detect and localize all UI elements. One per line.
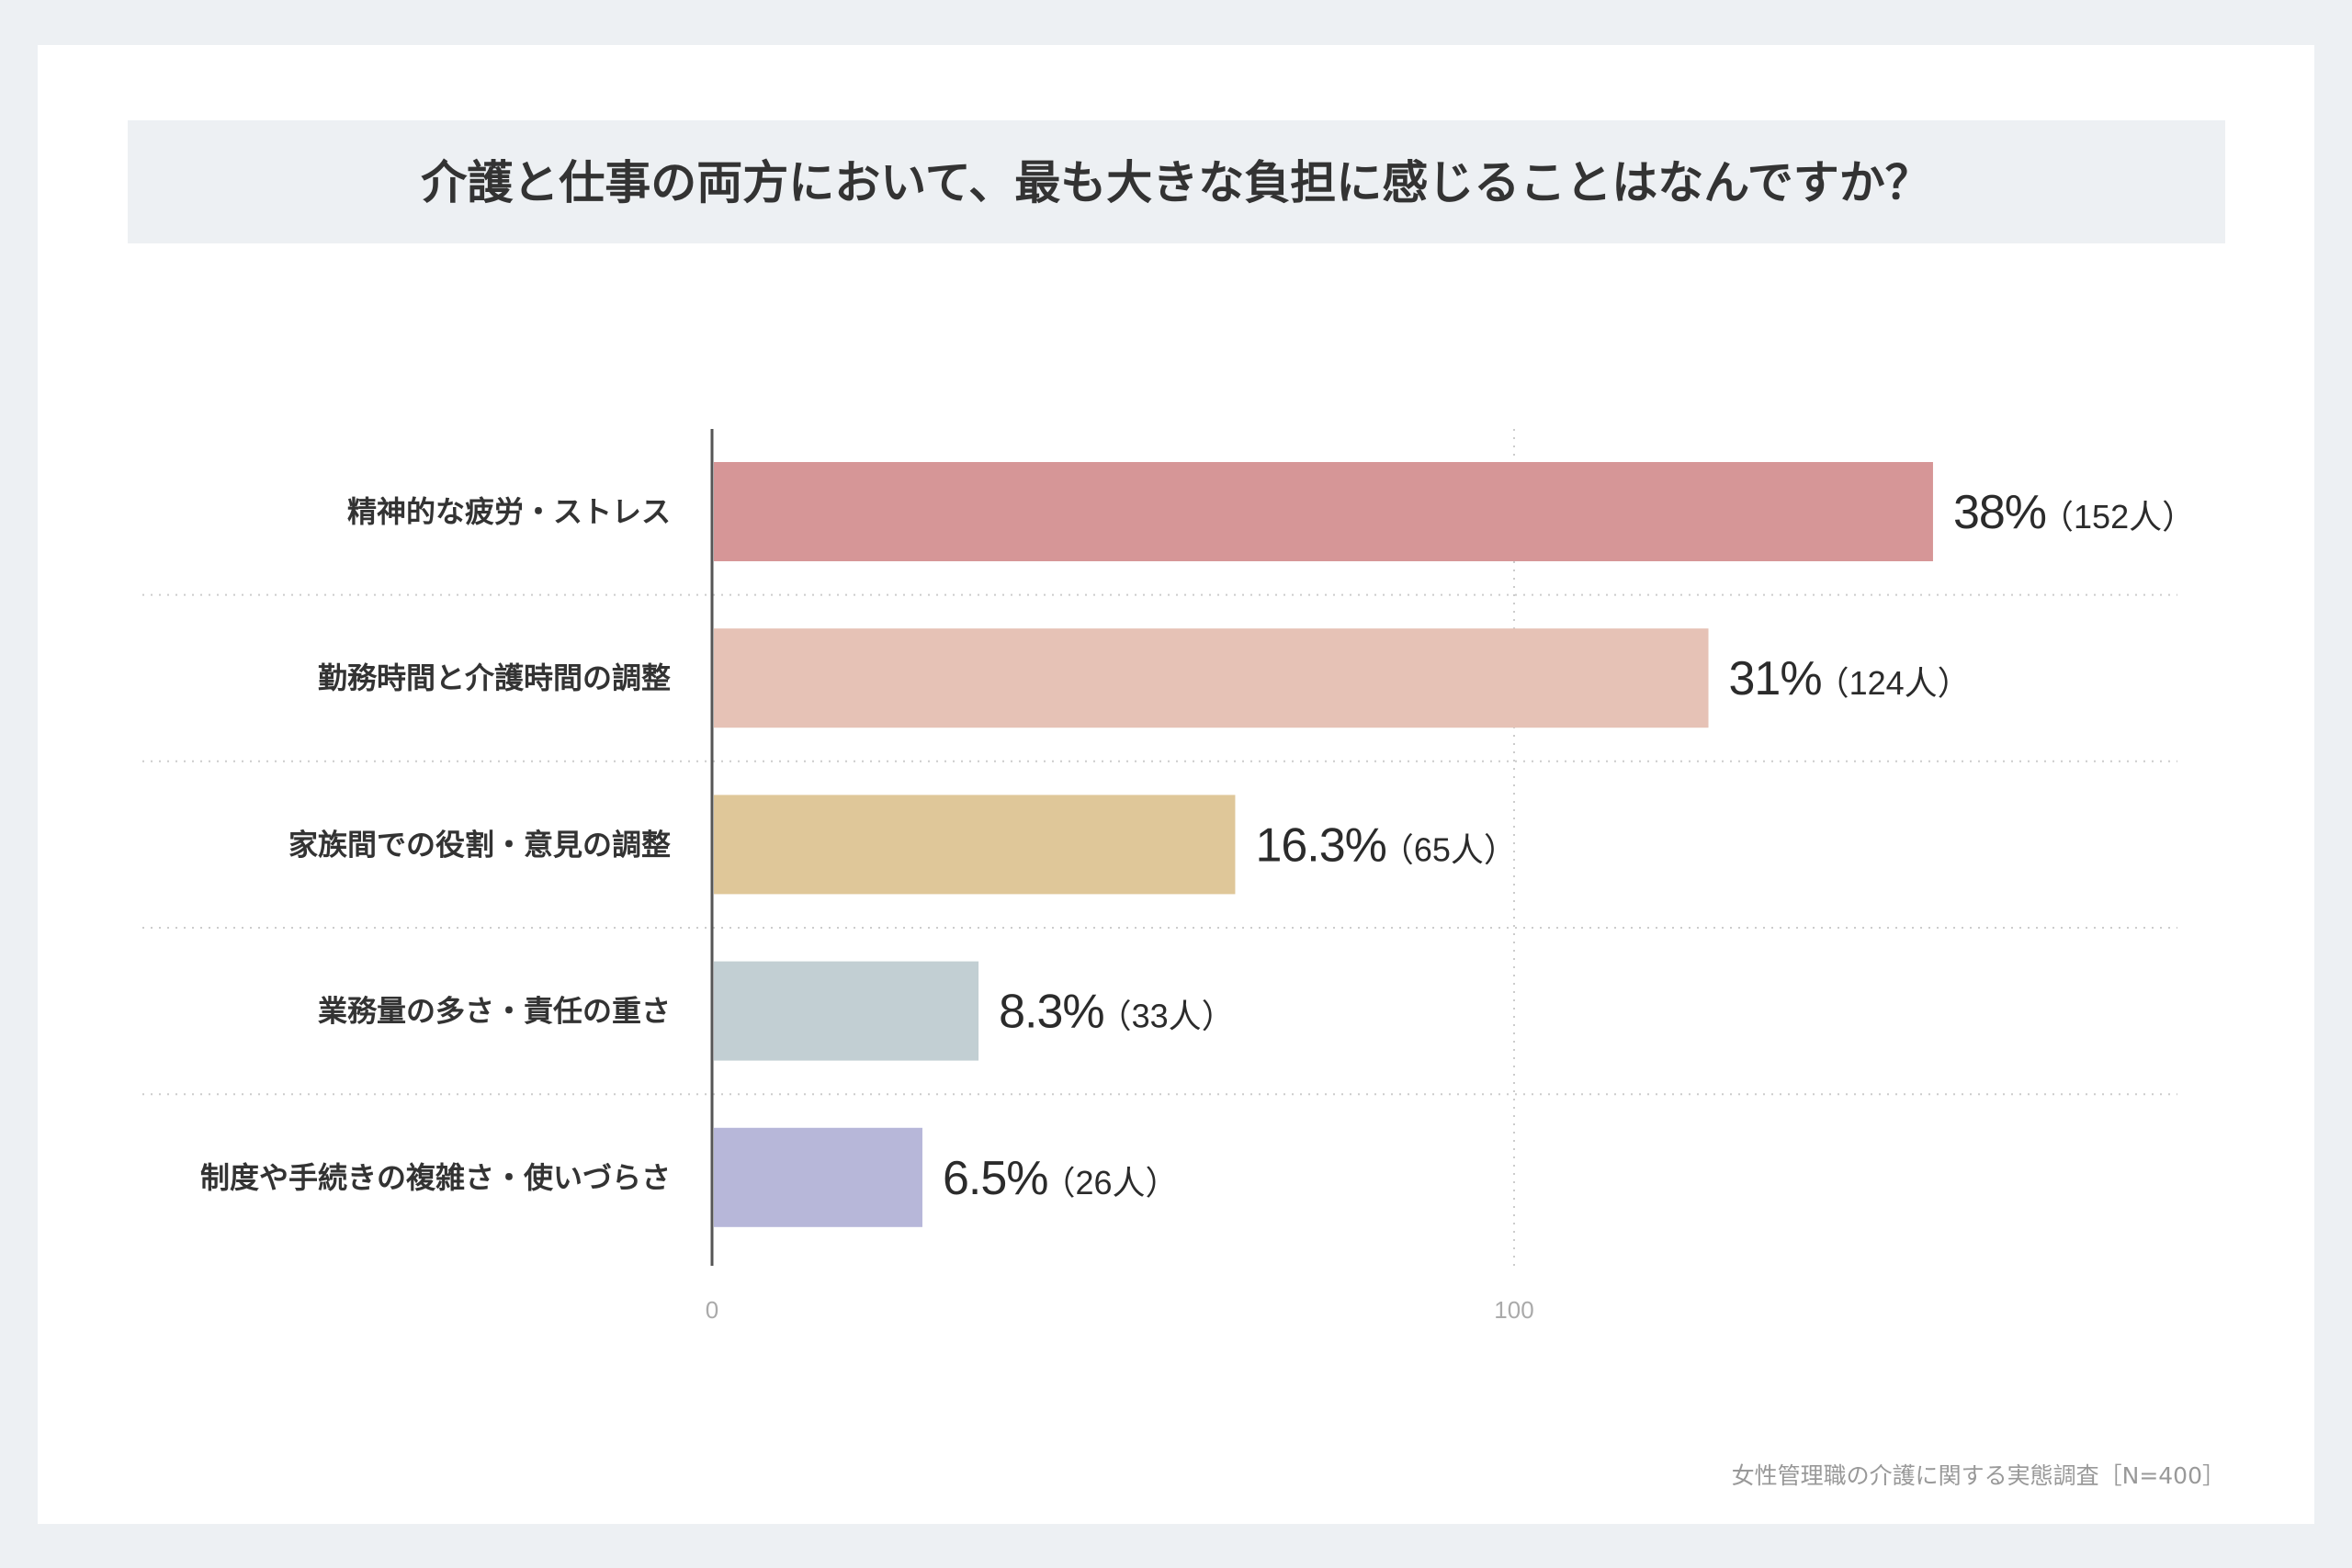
percent-label: 16.3% (1255, 818, 1385, 872)
bar (714, 628, 1709, 728)
value-label: 6.5%（26人） (943, 1152, 1179, 1205)
category-label: 勤務時間と介護時間の調整 (318, 660, 671, 695)
count-label: （26人） (1043, 1164, 1179, 1201)
x-tick-label: 0 (706, 1296, 718, 1324)
category-label: 精神的な疲労・ストレス (347, 494, 671, 529)
bar (714, 961, 979, 1061)
bar (714, 1127, 922, 1227)
title-box (128, 120, 2225, 243)
count-label: （124人） (1816, 664, 1971, 702)
value-label: 16.3%（65人） (1255, 818, 1517, 872)
bar (714, 462, 1933, 561)
count-label: （33人） (1099, 998, 1235, 1035)
count-label: （65人） (1381, 830, 1517, 868)
value-label: 31%（124人） (1729, 652, 1971, 705)
percent-label: 8.3% (999, 986, 1104, 1039)
category-label: 家族間での役割・意見の調整 (288, 827, 671, 862)
footer-source: 女性管理職の介護に関する実態調査［N=400］ (1732, 1462, 2225, 1489)
card (38, 45, 2314, 1524)
x-tick-label: 100 (1494, 1296, 1533, 1324)
percent-label: 38% (1953, 486, 2046, 539)
category-label: 制度や手続きの複雑さ・使いづらさ (200, 1160, 671, 1195)
chart-title: 介護と仕事の両方において、最も大きな負担に感じることはなんですか？ (421, 156, 1931, 209)
value-label: 8.3%（33人） (999, 986, 1235, 1039)
percent-label: 6.5% (943, 1152, 1048, 1205)
count-label: （152人） (2041, 498, 2195, 536)
percent-label: 31% (1729, 652, 1822, 705)
value-label: 38%（152人） (1953, 486, 2195, 539)
category-label: 業務量の多さ・責任の重さ (318, 994, 671, 1029)
bar (714, 795, 1236, 895)
